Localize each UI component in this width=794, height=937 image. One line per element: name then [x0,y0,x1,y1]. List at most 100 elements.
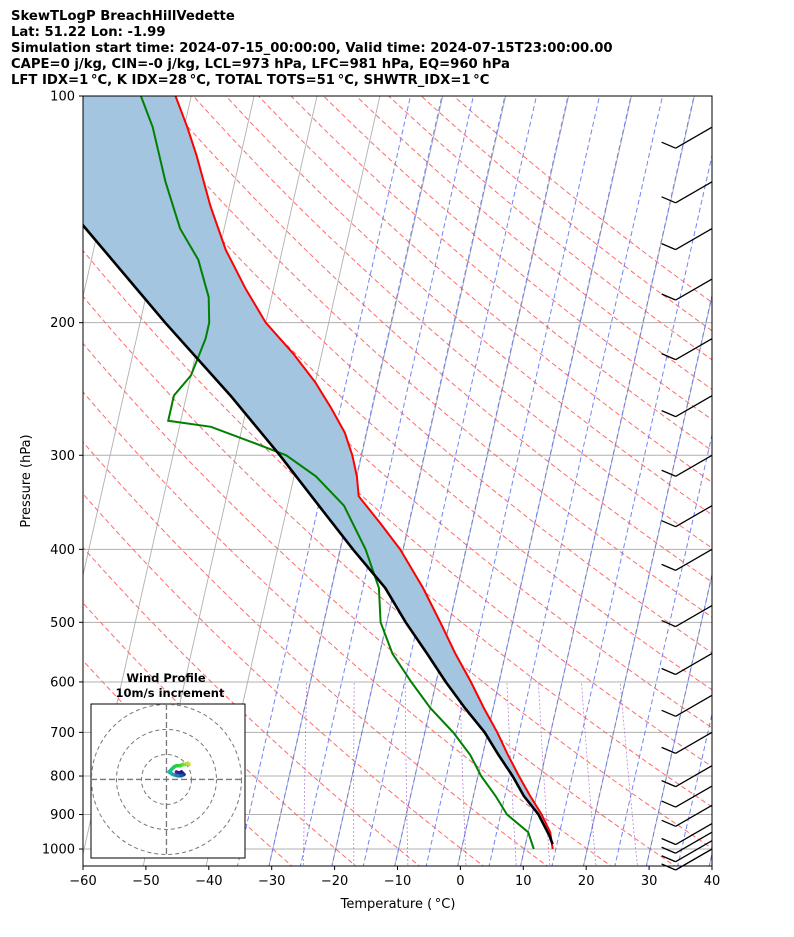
title-location: Lat: 51.22 Lon: -1.99 [11,25,166,40]
wind-barb-flag [661,746,676,754]
temperature-line [174,96,554,850]
y-tick-label: 400 [50,543,75,558]
moist-adiabat-line [677,711,712,866]
dry-adiabat-line [160,96,712,583]
moist-adiabat-line [645,572,712,866]
wind-barb-flag [661,469,676,477]
wind-barb-flag [661,353,676,361]
wind-profile-inset: Wind Profile 10m/s increment [90,671,246,859]
wind-barb-staff [675,694,713,717]
wind-barb [661,840,713,863]
y-tick-label: 300 [50,449,75,464]
hodograph-ring [115,728,217,830]
wind-barb [661,652,713,676]
wind-barb [661,395,713,418]
moist-adiabat-line [268,96,443,866]
moist-adiabat-line [457,96,632,866]
wind-barb-flag [661,846,676,854]
dry-adiabat-line [225,96,712,516]
isotherm-line [0,62,10,869]
isotherm-line [708,851,712,866]
wind-barb [661,126,713,149]
wind-barb-staff [675,765,713,788]
wind-barb-flag [661,520,676,528]
dry-adiabat-line [83,441,549,866]
hodograph-body [91,704,245,858]
mixing-ratio-line [303,681,308,866]
x-tick-label: 20 [578,874,595,889]
y-tick-label: 500 [50,616,75,631]
wind-barb [661,454,713,477]
wind-barb [661,181,713,204]
dry-adiabat-line [322,96,712,421]
isotherm-line [645,573,712,866]
wind-barb [661,822,713,846]
wind-barb [661,228,713,251]
wind-barb-staff [675,228,713,251]
mixing-ratio-line [538,681,551,866]
x-tick-label: −60 [69,874,96,889]
y-axis-label: Pressure (hPa) [19,434,34,527]
y-tick-label: 100 [50,90,75,105]
y-tick-label: 800 [50,770,75,785]
x-tick-label: −50 [132,874,159,889]
wind-barb-flag [661,863,676,871]
wind-barb-staff [675,831,713,854]
moist-adiabat-line [236,96,412,866]
wind-barb-flag [661,855,676,863]
moist-adiabat-line [331,96,506,866]
wind-barb-staff [675,126,713,149]
moist-adiabat-line [582,293,712,866]
wind-barb [661,604,713,628]
wind-barb-staff [675,505,713,528]
wind-barb [661,694,713,717]
wind-barb [661,785,713,808]
wind-barb-staff [675,804,713,827]
wind-barb-flag [661,242,676,251]
dry-adiabat-line [83,249,712,808]
wind-barb-flag [661,837,676,846]
title-stability-indices: LFT IDX=1 °C, K IDX=28 °C, TOTAL TOTS=51… [11,73,490,88]
wind-barb [661,731,713,754]
hodograph-frame [90,703,246,859]
x-tick-label: 40 [704,874,721,889]
mixing-ratio-line [404,681,409,866]
moist-adiabat-line [708,851,712,866]
x-tick-label: 0 [456,874,464,889]
wind-barb-staff [675,785,713,808]
moist-adiabat-line [425,96,601,866]
wind-barb-flag [661,196,676,204]
mixing-ratio-line [459,681,467,866]
moist-adiabat-line [299,96,474,866]
x-tick-label: 30 [641,874,658,889]
wind-barb-flag [661,293,676,301]
title-cape-indices: CAPE=0 j/kg, CIN=-0 j/kg, LCL=973 hPa, L… [11,57,510,72]
moist-adiabat-line [362,96,537,866]
mixing-ratio-line [353,681,355,865]
dry-adiabat-line [83,391,612,866]
wind-barb-flag [661,667,676,676]
cape-shading [83,96,553,849]
dry-adiabat-line [290,96,712,452]
moist-adiabat-line [614,432,712,866]
wind-barb-staff [675,652,713,676]
wind-barb-flag [661,709,676,717]
moist-adiabat-line [551,153,712,866]
dry-adiabat-line [453,96,712,304]
wind-barb [661,848,713,871]
wind-barb-staff [675,395,713,418]
mixing-ratio-line [506,681,517,866]
dry-adiabat-line [127,96,712,618]
x-axis-label: Temperature ( °C) [340,897,456,912]
wind-barb-flag [661,619,676,628]
x-tick-label: 10 [515,874,532,889]
y-tick-label: 600 [50,675,75,690]
hodograph-title: Wind Profile [126,671,206,685]
wind-barbs [661,126,713,871]
wind-barb-flag [661,141,676,149]
wind-barb-flag [661,819,676,827]
dry-adiabat-line [355,96,712,391]
wind-barb-staff [675,278,713,301]
wind-barb-flag [661,780,676,788]
